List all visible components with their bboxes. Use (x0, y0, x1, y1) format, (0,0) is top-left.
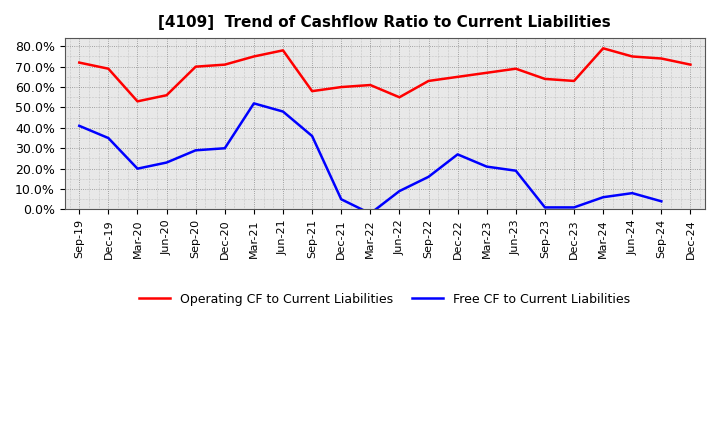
Operating CF to Current Liabilities (570, 78, 578, 84)
Free CF to Current Liabilities (104, 136, 113, 141)
Free CF to Current Liabilities (250, 101, 258, 106)
Operating CF to Current Liabilities (192, 64, 200, 70)
Free CF to Current Liabilities (307, 133, 316, 139)
Free CF to Current Liabilities (599, 194, 608, 200)
Operating CF to Current Liabilities (454, 74, 462, 80)
Title: [4109]  Trend of Cashflow Ratio to Current Liabilities: [4109] Trend of Cashflow Ratio to Curren… (158, 15, 611, 30)
Free CF to Current Liabilities (366, 211, 374, 216)
Free CF to Current Liabilities (395, 188, 404, 194)
Free CF to Current Liabilities (162, 160, 171, 165)
Free CF to Current Liabilities (541, 205, 549, 210)
Line: Operating CF to Current Liabilities: Operating CF to Current Liabilities (79, 48, 690, 101)
Operating CF to Current Liabilities (511, 66, 520, 71)
Operating CF to Current Liabilities (366, 82, 374, 88)
Free CF to Current Liabilities (337, 197, 346, 202)
Operating CF to Current Liabilities (279, 48, 287, 53)
Free CF to Current Liabilities (75, 123, 84, 128)
Free CF to Current Liabilities (482, 164, 491, 169)
Operating CF to Current Liabilities (250, 54, 258, 59)
Operating CF to Current Liabilities (220, 62, 229, 67)
Operating CF to Current Liabilities (104, 66, 113, 71)
Operating CF to Current Liabilities (541, 76, 549, 81)
Free CF to Current Liabilities (628, 191, 636, 196)
Free CF to Current Liabilities (454, 152, 462, 157)
Free CF to Current Liabilities (424, 174, 433, 180)
Operating CF to Current Liabilities (395, 95, 404, 100)
Operating CF to Current Liabilities (686, 62, 695, 67)
Free CF to Current Liabilities (511, 168, 520, 173)
Free CF to Current Liabilities (279, 109, 287, 114)
Legend: Operating CF to Current Liabilities, Free CF to Current Liabilities: Operating CF to Current Liabilities, Fre… (134, 288, 636, 311)
Operating CF to Current Liabilities (162, 92, 171, 98)
Free CF to Current Liabilities (220, 146, 229, 151)
Operating CF to Current Liabilities (307, 88, 316, 94)
Line: Free CF to Current Liabilities: Free CF to Current Liabilities (79, 103, 662, 213)
Operating CF to Current Liabilities (337, 84, 346, 90)
Operating CF to Current Liabilities (482, 70, 491, 75)
Operating CF to Current Liabilities (599, 46, 608, 51)
Operating CF to Current Liabilities (424, 78, 433, 84)
Operating CF to Current Liabilities (133, 99, 142, 104)
Free CF to Current Liabilities (570, 205, 578, 210)
Free CF to Current Liabilities (133, 166, 142, 171)
Operating CF to Current Liabilities (75, 60, 84, 65)
Free CF to Current Liabilities (192, 148, 200, 153)
Free CF to Current Liabilities (657, 198, 666, 204)
Operating CF to Current Liabilities (657, 56, 666, 61)
Operating CF to Current Liabilities (628, 54, 636, 59)
